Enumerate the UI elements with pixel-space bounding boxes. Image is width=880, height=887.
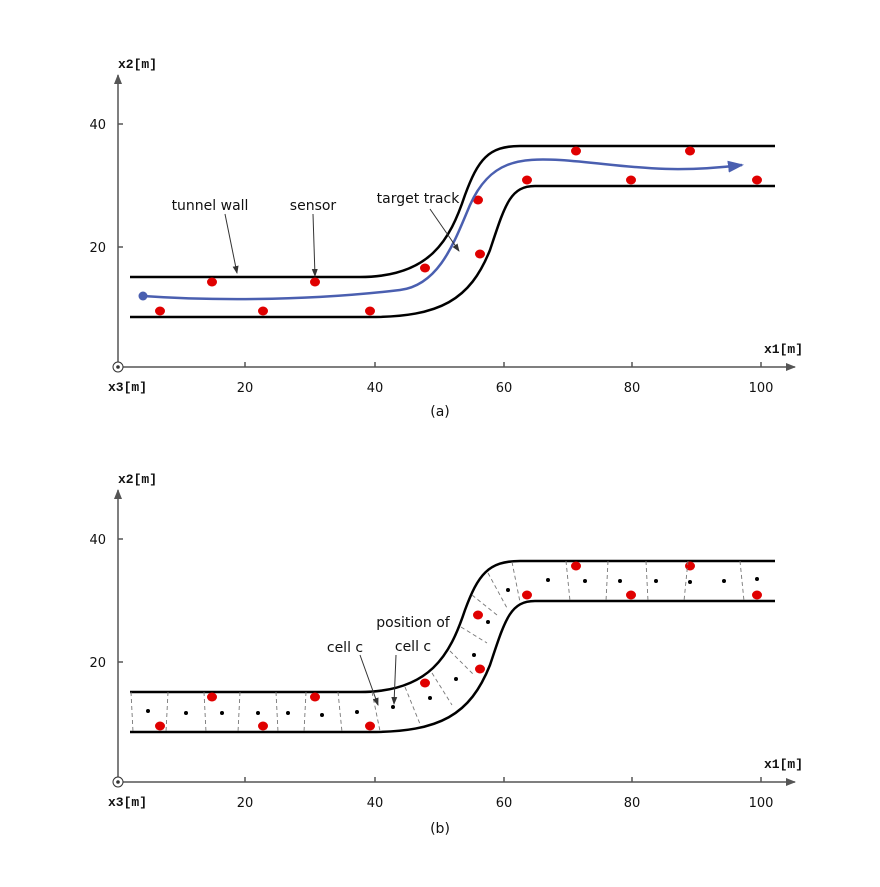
z-axis-label: x3[m] (108, 380, 147, 395)
arrow (311, 213, 318, 277)
x-tick-label: 20 (237, 796, 254, 811)
target-track (142, 158, 744, 301)
x-tick-label: 40 (367, 796, 384, 811)
arrow (224, 213, 239, 274)
cell-positions (146, 577, 759, 717)
caption: (b) (430, 821, 450, 837)
y-tick-label: 40 (89, 533, 106, 548)
x-axis-label: x1[m] (764, 757, 803, 772)
annotation: sensor (290, 198, 337, 214)
panel-a: x2[m] x1[m] x3[m] 20 40 60 80 100 20 40 … (89, 57, 803, 420)
annotation: tunnel wall (172, 198, 249, 214)
y-tick-label: 20 (89, 656, 106, 671)
x-tick-label: 60 (496, 796, 513, 811)
arrow (359, 654, 379, 706)
caption: (a) (430, 404, 450, 420)
x-axis-label: x1[m] (764, 342, 803, 357)
x-tick-label: 100 (749, 796, 774, 811)
tunnel-frame (113, 490, 795, 787)
z-axis-label: x3[m] (108, 795, 147, 810)
x-tick-label: 60 (496, 381, 513, 396)
y-tick-label: 40 (89, 118, 106, 133)
x-tick-label: 80 (624, 381, 641, 396)
annotation: cell c (395, 639, 431, 655)
arrow (429, 208, 460, 252)
annotation: position of (376, 615, 450, 631)
x-tick-label: 80 (624, 796, 641, 811)
tunnel-frame (113, 75, 795, 372)
arrow (391, 654, 398, 705)
annotation: cell c (327, 640, 363, 656)
y-tick-label: 20 (89, 241, 106, 256)
track-start (138, 291, 148, 301)
panel-b: x2[m] x1[m] x3[m] 20 40 60 80 100 20 40 … (89, 472, 803, 837)
x-tick-label: 20 (237, 381, 254, 396)
y-axis-label: x2[m] (118, 472, 157, 487)
x-tick-label: 100 (749, 381, 774, 396)
x-tick-label: 40 (367, 381, 384, 396)
y-axis-label: x2[m] (118, 57, 157, 72)
cell-boundaries (130, 560, 745, 733)
annotation: target track (377, 191, 461, 207)
